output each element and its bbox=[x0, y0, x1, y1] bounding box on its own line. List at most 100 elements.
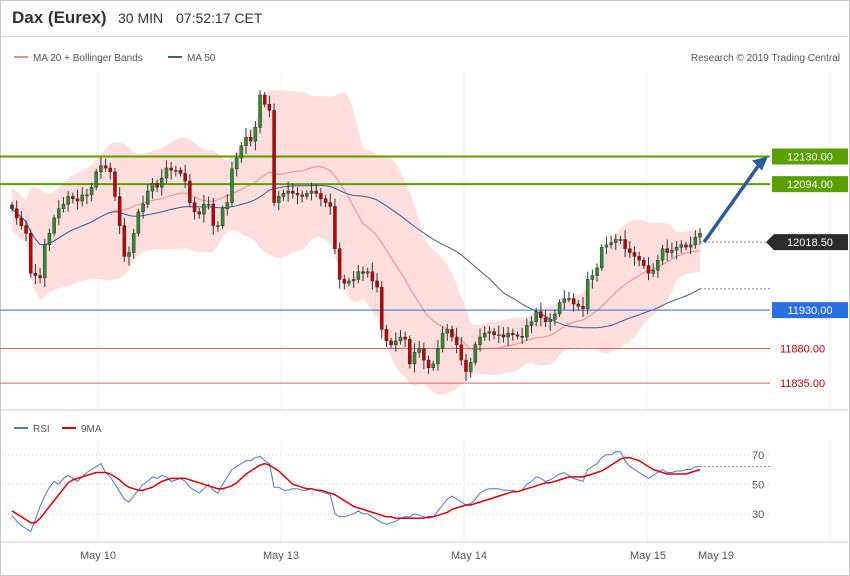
candle-body bbox=[693, 236, 698, 246]
candle-body bbox=[42, 244, 47, 279]
candle-body bbox=[609, 242, 613, 246]
candle-body bbox=[103, 165, 108, 169]
candle-body bbox=[145, 190, 150, 205]
rsi-legend-label: RSI bbox=[33, 424, 50, 435]
ma50-legend-label: MA 50 bbox=[187, 53, 216, 64]
ma20-legend-label: MA 20 + Bollinger Bands bbox=[33, 53, 143, 64]
candle-body bbox=[356, 271, 361, 280]
resistance-1-tag bbox=[772, 176, 848, 193]
candle-body bbox=[164, 167, 169, 179]
candle-body bbox=[496, 334, 501, 336]
candle-body bbox=[38, 275, 42, 279]
candle-body bbox=[375, 280, 379, 288]
forecast-arrow-head bbox=[752, 156, 768, 171]
candle-body bbox=[272, 110, 276, 203]
candle-body bbox=[501, 334, 506, 338]
rsi-grid: 30 50 70 bbox=[0, 440, 831, 542]
candle-body bbox=[389, 340, 393, 345]
candle-body bbox=[47, 233, 52, 246]
ma50-line bbox=[11, 184, 701, 329]
ma9-legend-label: 9MA bbox=[81, 424, 102, 435]
candle-body bbox=[342, 279, 347, 284]
candle-body bbox=[281, 193, 286, 197]
rsi-ma9-line bbox=[11, 456, 701, 524]
candle-body bbox=[417, 348, 421, 353]
last-price-label: 12018.50 bbox=[787, 237, 833, 249]
candle-body bbox=[454, 336, 459, 345]
candle-body bbox=[525, 325, 529, 338]
candle-body bbox=[688, 244, 693, 248]
candle-body bbox=[604, 244, 609, 248]
candle-body bbox=[637, 256, 641, 261]
candle-body bbox=[169, 167, 173, 171]
candle-body bbox=[543, 317, 548, 322]
candle-body bbox=[234, 157, 239, 170]
candle-body bbox=[117, 196, 122, 226]
timeframe-label[interactable]: 30 MIN bbox=[118, 10, 164, 26]
rsi-tick-label: 30 bbox=[752, 509, 764, 521]
candle-body bbox=[277, 196, 281, 203]
candle-body bbox=[305, 193, 309, 197]
candle-body bbox=[651, 269, 655, 274]
candle-body bbox=[99, 165, 103, 173]
candle-body bbox=[660, 248, 665, 261]
candle-body bbox=[286, 190, 290, 194]
candle-body bbox=[520, 336, 524, 338]
candle-body bbox=[216, 225, 220, 227]
candle-body bbox=[108, 167, 113, 173]
candle-body bbox=[89, 186, 94, 196]
candle-body bbox=[141, 203, 145, 213]
candle-body bbox=[127, 252, 131, 257]
x-tick-label: May 13 bbox=[263, 550, 299, 562]
time-label: 07:52:17 CET bbox=[176, 10, 263, 26]
x-tick-label: May 14 bbox=[451, 550, 487, 562]
candle-body bbox=[188, 180, 192, 203]
candle-body bbox=[66, 196, 70, 205]
candle-body bbox=[244, 137, 248, 146]
candle-body bbox=[14, 208, 19, 219]
candle-body bbox=[323, 198, 328, 203]
candle-body bbox=[436, 348, 440, 365]
candle-body bbox=[159, 177, 164, 188]
chart-header: Dax (Eurex) 30 MIN 07:52:17 CET bbox=[0, 0, 848, 37]
rsi-line bbox=[11, 451, 700, 533]
candle-body bbox=[599, 246, 604, 269]
candle-body bbox=[262, 94, 267, 105]
candle-body bbox=[220, 208, 225, 226]
candle-body bbox=[487, 331, 492, 334]
candle-body bbox=[61, 203, 66, 209]
x-axis: May 10 May 13 May 14 May 15 May 19 bbox=[80, 550, 734, 562]
instrument-title: Dax (Eurex) bbox=[12, 8, 107, 27]
candle-body bbox=[459, 344, 464, 361]
candle-body bbox=[426, 359, 431, 368]
candle-body bbox=[628, 248, 632, 253]
candle-body bbox=[670, 249, 674, 253]
candle-body bbox=[412, 352, 417, 365]
candle-body bbox=[365, 271, 370, 274]
candle-body bbox=[258, 94, 262, 128]
candle-body bbox=[445, 329, 450, 334]
candle-body bbox=[571, 298, 576, 305]
candle-body bbox=[562, 298, 567, 303]
candle-body bbox=[557, 302, 562, 315]
candle-body bbox=[613, 239, 618, 243]
candle-body bbox=[248, 137, 253, 142]
candle-body bbox=[665, 248, 670, 253]
forecast-arrow-shaft bbox=[702, 162, 762, 244]
resistance-2-label: 12130.00 bbox=[787, 152, 833, 164]
candle-body bbox=[267, 104, 272, 111]
candle-body bbox=[394, 340, 398, 345]
candle-body bbox=[211, 203, 216, 226]
candle-body bbox=[183, 173, 187, 182]
candle-body bbox=[174, 170, 178, 172]
bollinger-band-area bbox=[12, 89, 700, 395]
candle-body bbox=[192, 202, 197, 213]
bollinger-bands bbox=[11, 89, 701, 395]
candle-body bbox=[370, 271, 375, 282]
candle-body bbox=[202, 203, 206, 215]
support-2-label: 11835.00 bbox=[780, 378, 825, 390]
candle-body bbox=[450, 329, 454, 338]
resistance-1-label: 12094.00 bbox=[787, 179, 833, 191]
candle-body bbox=[623, 239, 627, 249]
